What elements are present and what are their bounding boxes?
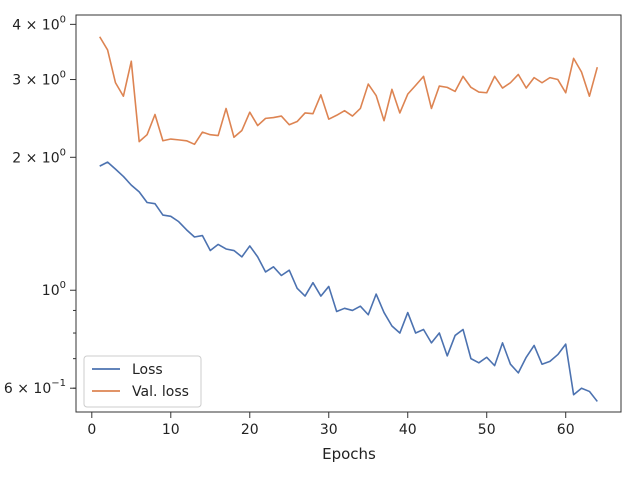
x-tick-label: 20 <box>241 422 259 438</box>
y-tick-label: 2 × 100 <box>12 147 66 166</box>
series-layer <box>99 36 599 402</box>
x-tick-label: 40 <box>399 422 417 438</box>
x-tick-label: 60 <box>557 422 575 438</box>
y-tick-label: 3 × 100 <box>12 70 66 89</box>
y-tick-label: 6 × 10−1 <box>4 378 66 397</box>
legend-label-val-loss: Val. loss <box>132 384 189 400</box>
x-tick-label: 30 <box>320 422 338 438</box>
x-axis-label: Epochs <box>322 445 376 463</box>
legend-label-loss: Loss <box>132 362 163 378</box>
y-axis: 4 × 100 3 × 100 2 × 100 100 6 × 10−1 <box>4 14 76 397</box>
y-tick-label: 100 <box>42 280 66 299</box>
series-line-loss <box>99 161 598 402</box>
x-tick-label: 10 <box>162 422 180 438</box>
x-axis: 0 10 20 30 40 50 60 <box>87 412 575 438</box>
plot-frame <box>75 14 622 413</box>
y-tick-label: 4 × 100 <box>12 14 66 33</box>
series-line-val-loss <box>99 36 599 146</box>
x-tick-label: 0 <box>87 422 96 438</box>
legend: Loss Val. loss <box>83 355 202 408</box>
x-tick-label: 50 <box>478 422 496 438</box>
